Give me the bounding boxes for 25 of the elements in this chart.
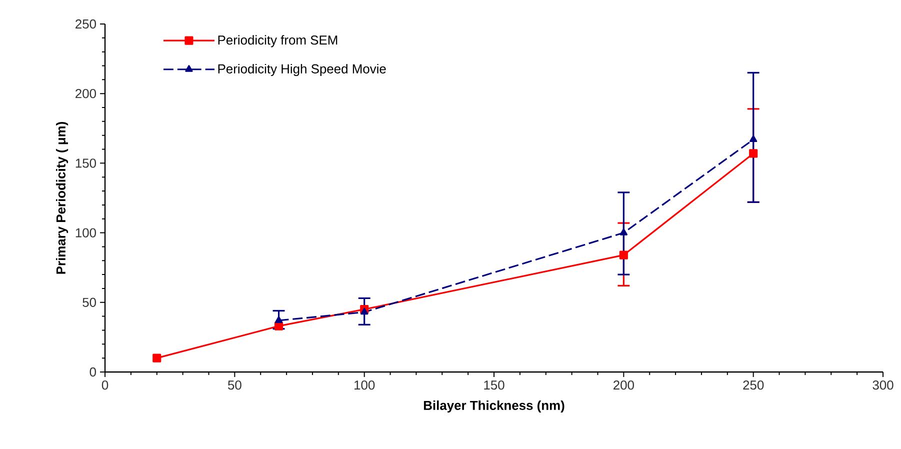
y-tick-label: 100 — [76, 228, 96, 238]
x-tick-label: 150 — [484, 380, 504, 390]
y-tick-label: 200 — [76, 89, 96, 98]
legend-label: Periodicity High Speed Movie — [218, 64, 386, 76]
x-axis-title: Bilayer Thickness (nm) — [424, 400, 564, 413]
legend-label: Periodicity from SEM — [218, 35, 338, 48]
y-tick-label: 250 — [76, 19, 96, 29]
x-tick-label: 250 — [743, 380, 764, 390]
point — [274, 316, 283, 324]
x-tick-label: 0 — [102, 380, 108, 390]
x-tick-label: 100 — [354, 380, 375, 390]
y-tick-label: 0 — [90, 367, 96, 377]
point — [620, 228, 628, 236]
x-tick-label: 300 — [872, 380, 894, 390]
y-tick-label: 50 — [82, 298, 96, 307]
point — [750, 135, 758, 142]
point — [152, 354, 162, 362]
y-tick-label: 150 — [76, 158, 96, 168]
point — [619, 250, 628, 260]
point — [360, 308, 368, 315]
x-tick-label: 200 — [614, 380, 634, 390]
point — [749, 149, 758, 158]
y-axis-title: Primary Periodicity ( μm) — [56, 122, 68, 274]
point — [274, 322, 284, 330]
x-tick-label: 50 — [228, 380, 242, 390]
